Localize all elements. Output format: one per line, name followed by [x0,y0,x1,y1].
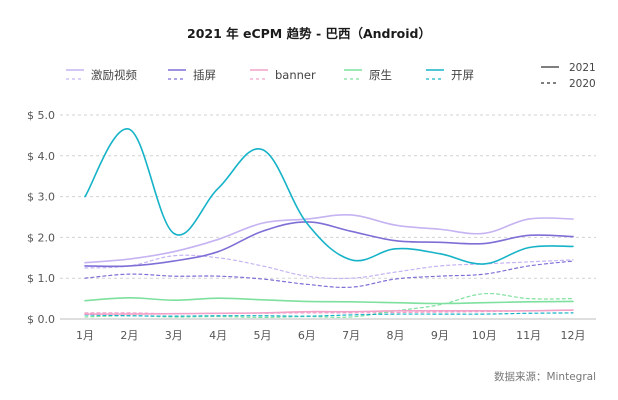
x-axis: 1月 2月 3月 4月 5月 6月 7月 8月 9月 10月 11月 12月 [76,329,586,342]
legend-item: 激励视频 [66,68,137,82]
legend-label: banner [275,68,316,82]
legend-item: 插屏 [168,68,216,82]
x-tick-label: 2月 [120,329,138,342]
year-label: 2020 [569,78,596,90]
series-line-2020 [84,260,574,288]
legend-item: banner [250,68,316,82]
legend-label: 激励视频 [91,68,137,82]
y-tick-label: $ 2.0 [27,231,55,244]
legend-label: 开屏 [451,68,474,82]
x-tick-label: 12月 [561,329,586,342]
series-lines [84,128,574,318]
x-tick-label: 11月 [516,329,541,342]
x-tick-label: 9月 [431,329,449,342]
legend-item: 原生 [344,68,392,82]
series-line-2020 [84,292,574,318]
series-line-2021 [84,221,574,268]
y-tick-label: $ 5.0 [27,109,55,122]
y-axis: $ 0.0 $ 1.0 $ 2.0 $ 3.0 $ 4.0 $ 5.0 [27,109,55,326]
gridlines [60,114,596,320]
x-tick-label: 8月 [387,329,405,342]
series-line-2020 [84,312,574,317]
y-tick-label: $ 4.0 [27,150,55,163]
legend-label: 插屏 [193,68,216,82]
x-tick-label: 7月 [342,329,360,342]
year-legend-item: 2021 [541,62,596,74]
year-legend: 2021 2020 [541,62,596,90]
x-tick-label: 1月 [76,329,94,342]
y-tick-label: $ 1.0 [27,272,55,285]
series-line-2021 [84,128,574,265]
legend-item: 开屏 [426,68,474,82]
series-line-2021 [84,309,574,315]
year-legend-item: 2020 [541,78,596,90]
source-note: 数据来源：Mintegral [494,370,596,383]
x-tick-label: 5月 [253,329,271,342]
series-line-2021 [84,213,574,264]
x-tick-label: 10月 [472,329,497,342]
x-tick-label: 6月 [298,329,316,342]
legend: 激励视频 插屏 banner 原生 开屏 [66,68,474,82]
series-line-2021 [84,296,574,305]
y-tick-label: $ 3.0 [27,191,55,204]
legend-label: 原生 [369,68,392,82]
chart-title: 2021 年 eCPM 趋势 - 巴西（Android） [187,26,431,41]
x-tick-label: 4月 [209,329,227,342]
x-tick-label: 3月 [165,329,183,342]
year-label: 2021 [569,62,596,74]
y-tick-label: $ 0.0 [27,313,55,326]
